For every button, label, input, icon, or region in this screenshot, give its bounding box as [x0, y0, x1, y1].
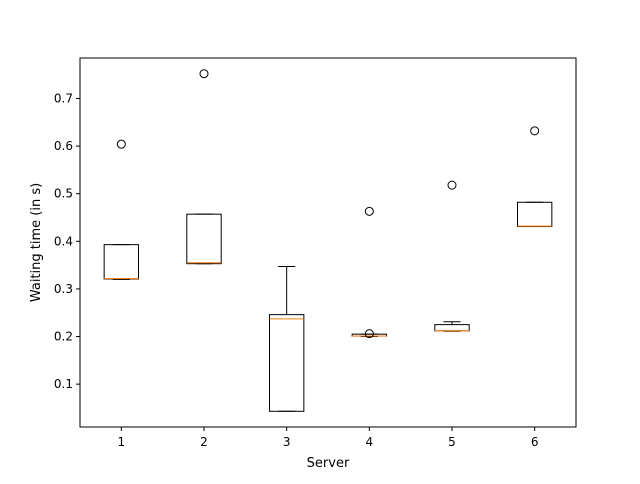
box-group-2	[186, 69, 222, 265]
box-iqr	[268, 314, 305, 412]
flier-point	[530, 126, 540, 136]
flier-point	[447, 180, 457, 190]
y-tick-label: 0.4	[54, 234, 73, 248]
y-tick-label: 0.2	[54, 330, 73, 344]
y-tick-label: 0.3	[54, 282, 73, 296]
plot-layer	[103, 69, 553, 412]
flier-point	[116, 139, 126, 149]
y-tick-label: 0.7	[54, 91, 73, 105]
y-tick-label: 0.6	[54, 139, 73, 153]
box-iqr	[186, 213, 222, 265]
x-tick-label: 4	[366, 435, 374, 449]
box-group-4	[351, 206, 388, 339]
flier-point	[364, 206, 374, 216]
axis-layer: 1 2 3 4 5 6 0.1 0.2 0.3 0.4 0.5 0.6 0.7	[54, 91, 539, 449]
flier-point	[199, 69, 209, 79]
x-tick-label: 2	[200, 435, 208, 449]
box-group-3	[268, 266, 305, 412]
plot-frame	[79, 57, 577, 428]
y-tick-label: 0.5	[54, 187, 73, 201]
x-tick-label: 3	[283, 435, 291, 449]
box-group-1	[103, 139, 140, 280]
x-tick-label: 6	[531, 435, 539, 449]
x-tick-label: 1	[118, 435, 126, 449]
flier-point	[364, 329, 374, 339]
x-tick-label: 5	[448, 435, 456, 449]
y-tick-label: 0.1	[54, 377, 73, 391]
box-group-6	[516, 126, 553, 228]
box-group-5	[434, 180, 470, 332]
y-axis-label: Waiting time (in s)	[29, 183, 44, 302]
x-axis-label: Server	[307, 456, 350, 471]
